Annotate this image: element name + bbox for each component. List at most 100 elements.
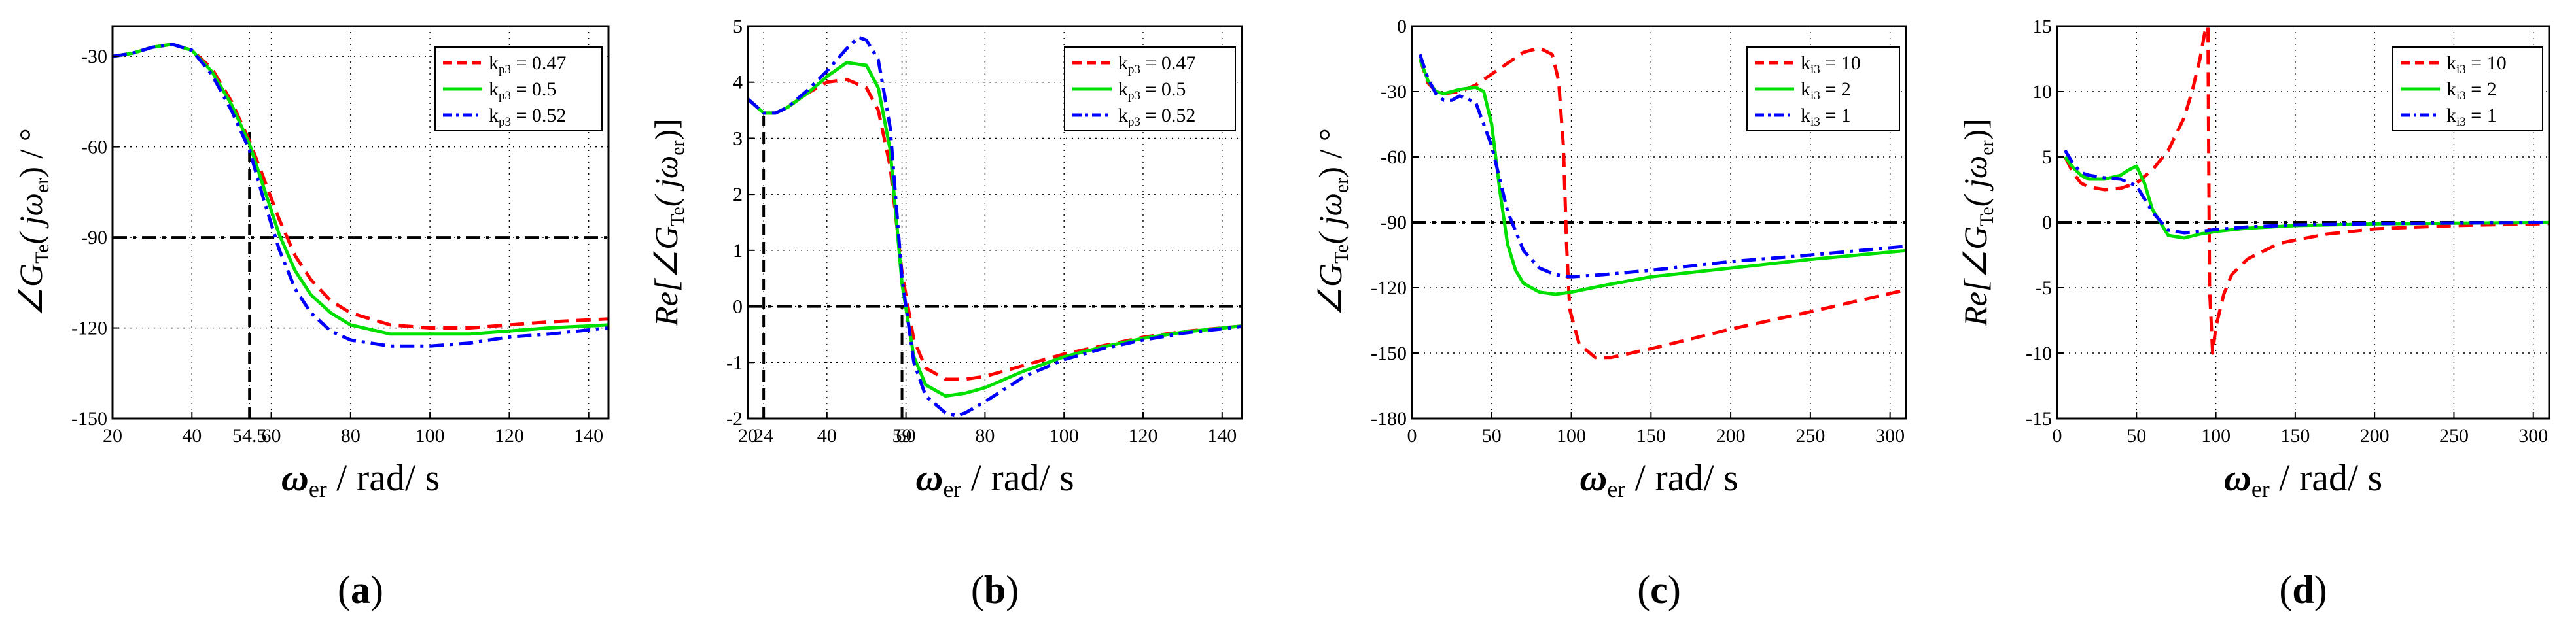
x-tick-label: 120	[1129, 425, 1158, 447]
x-tick-label: 40	[182, 425, 202, 447]
y-tick-label: -5	[2036, 277, 2052, 299]
y-tick-label: 1	[733, 240, 743, 262]
legend-label-1: kp3 = 0.47	[489, 52, 566, 77]
x-tick-label: 200	[2360, 425, 2390, 447]
series-line-1	[113, 43, 609, 330]
series-line-2	[1418, 58, 1906, 296]
series-line-3	[748, 35, 1242, 418]
x-axis-label: ωer / rad/ s	[915, 456, 1074, 502]
y-tick-label: 5	[2042, 146, 2052, 168]
y-tick-label: 3	[733, 128, 743, 149]
x-tick-label: 54.5	[232, 425, 267, 447]
legend-label-3: ki3 = 1	[1801, 105, 1851, 129]
y-axis-label: Re[∠GTe( jωer)]	[648, 118, 688, 327]
x-axis-label: ωer / rad/ s	[1579, 456, 1738, 502]
y-tick-label: -10	[2026, 343, 2052, 364]
legend-label-3: kp3 = 0.52	[489, 105, 566, 129]
x-tick-label: 0	[2053, 425, 2062, 447]
x-tick-label: 120	[495, 425, 524, 447]
chart-panel-1: 20 40 54.560 80 100 120 140 -150 -120 -90 -60 -30 ωe…	[12, 25, 610, 611]
x-tick-label: 150	[2280, 425, 2310, 447]
y-tick-label: -15	[2026, 408, 2052, 430]
legend-label-2: ki3 = 2	[1801, 78, 1851, 103]
legend-label-3: kp3 = 0.52	[1118, 105, 1195, 129]
y-tick-label: -60	[1381, 146, 1407, 168]
x-tick-label: 150	[1636, 425, 1666, 447]
y-tick-label: 0	[2042, 212, 2052, 233]
y-tick-label: -150	[71, 408, 107, 430]
panel-label: (a)	[338, 568, 383, 611]
y-tick-label: -1	[726, 352, 743, 373]
x-tick-label: 140	[1207, 425, 1237, 447]
axes-frame	[747, 25, 1243, 420]
x-tick-label: 59	[892, 425, 912, 447]
panel-label: (c)	[1637, 568, 1681, 611]
y-tick-label: 10	[2032, 81, 2052, 103]
x-tick-label: 40	[817, 425, 837, 447]
series-line-3	[113, 43, 609, 348]
y-tick-label: 15	[2032, 16, 2052, 37]
y-axis-label: ∠GTe( jωer) / °	[12, 128, 53, 316]
series-line-1	[2063, 26, 2549, 355]
legend-label-1: ki3 = 10	[2446, 52, 2507, 77]
y-axis-label: ∠GTe( jωer) / °	[1312, 128, 1352, 316]
x-tick-label: 80	[341, 425, 361, 447]
y-tick-label: -30	[81, 46, 107, 67]
x-tick-label: 50	[2126, 425, 2146, 447]
legend-label-3: ki3 = 1	[2446, 105, 2497, 129]
y-tick-label: -90	[81, 227, 107, 248]
x-tick-label: 60	[896, 425, 916, 447]
chart-panel-4: 0 50 100 150 200 250 300 -15 -10 -5 0 5 10 15 ωer / ra…	[1957, 16, 2550, 611]
x-tick-label: 100	[1557, 425, 1586, 447]
legend-label-1: kp3 = 0.47	[1118, 52, 1195, 77]
chart-panel-3: 0 50 100 150 200 250 300 -180 -150 -120 -90 -60 -30 0…	[1312, 16, 1907, 611]
y-tick-label: 5	[733, 16, 743, 37]
y-tick-label: -120	[1371, 277, 1407, 299]
y-tick-label: -60	[81, 137, 107, 158]
x-tick-label: 100	[2201, 425, 2231, 447]
x-tick-label: 300	[1875, 425, 1905, 447]
y-tick-label: -30	[1381, 81, 1407, 103]
x-tick-label: 300	[2518, 425, 2548, 447]
x-tick-label: 100	[415, 425, 445, 447]
y-axis-label: Re[∠GTe( jωer)]	[1957, 118, 1998, 327]
x-tick-label: 100	[1050, 425, 1079, 447]
axes-frame	[111, 25, 610, 420]
x-tick-label: 50	[1482, 425, 1502, 447]
x-tick-label: 140	[574, 425, 603, 447]
x-tick-label: 200	[1716, 425, 1746, 447]
x-tick-label: 20	[103, 425, 122, 447]
y-tick-label: -150	[1371, 343, 1407, 364]
legend-label-1: ki3 = 10	[1801, 52, 1861, 77]
x-tick-label: 250	[2439, 425, 2469, 447]
y-tick-label: -120	[71, 318, 107, 339]
x-tick-label: 0	[1407, 425, 1417, 447]
legend-label-2: kp3 = 0.5	[489, 78, 556, 103]
x-tick-label: 60	[262, 425, 281, 447]
series-line-3	[1418, 54, 1906, 279]
panel-label: (b)	[971, 568, 1019, 611]
x-axis-label: ωer / rad/ s	[2224, 456, 2382, 502]
x-tick-label: 24	[754, 425, 773, 447]
x-tick-label: 20	[738, 425, 758, 447]
y-tick-label: 0	[733, 296, 743, 318]
y-tick-label: 2	[733, 184, 743, 205]
y-tick-label: -90	[1381, 212, 1407, 233]
y-tick-label: 0	[1397, 16, 1407, 37]
y-tick-label: -180	[1371, 408, 1407, 430]
y-tick-label: 4	[733, 72, 743, 94]
x-tick-label: 250	[1795, 425, 1825, 447]
series-line-2	[748, 61, 1242, 398]
panel-label: (d)	[2279, 568, 2327, 611]
series-line-3	[2063, 149, 2549, 235]
y-tick-label: -2	[726, 408, 743, 430]
x-tick-label: 80	[975, 425, 995, 447]
x-axis-label: ωer / rad/ s	[281, 456, 440, 502]
legend-label-2: kp3 = 0.5	[1118, 78, 1186, 103]
